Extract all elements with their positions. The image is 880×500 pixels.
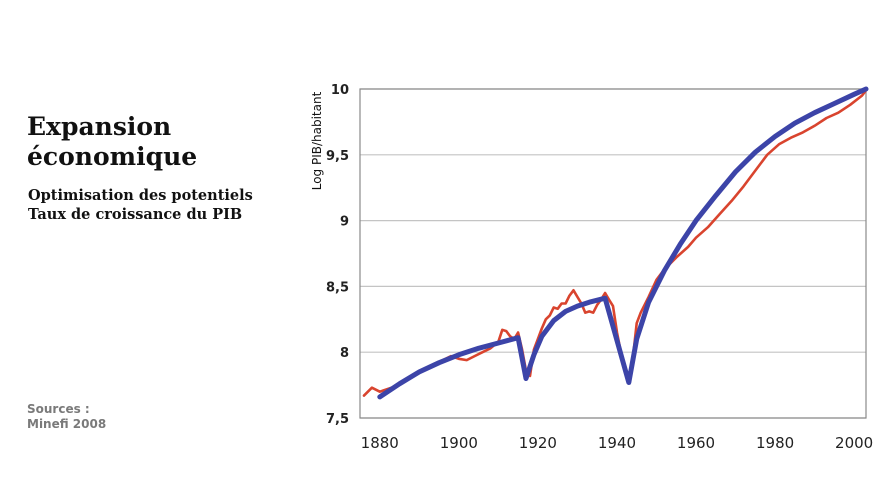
page-title: Expansion économique — [27, 112, 197, 172]
x-axis-ticks: 1880 1900 1920 1940 1960 1980 2000 — [361, 434, 874, 452]
x-tick-label: 1880 — [361, 434, 399, 452]
y-axis-ticks: 7,5 8 8,5 9 9,5 10 — [326, 83, 349, 427]
x-tick-label: 1900 — [440, 434, 478, 452]
observed-series-line — [362, 89, 868, 397]
page-title-line-1: Expansion — [27, 112, 172, 141]
y-axis-label: Log PIB/habitant — [310, 91, 324, 190]
page-title-line-2: économique — [27, 142, 198, 171]
x-tick-label: 1980 — [756, 434, 794, 452]
x-tick-label: 1940 — [598, 434, 636, 452]
y-tick-label: 8,5 — [326, 280, 349, 295]
y-tick-label: 7,5 — [326, 412, 349, 427]
y-tick-label: 9 — [340, 215, 349, 230]
y-tick-label: 8 — [340, 346, 349, 361]
plot-frame — [359, 88, 867, 419]
y-tick-label: 10 — [331, 83, 349, 98]
x-tick-label: 1920 — [519, 434, 557, 452]
sources-note: Sources : Minefi 2008 — [27, 402, 106, 432]
sources-value: Minefi 2008 — [27, 417, 107, 431]
page-subtitle: Optimisation des potentiels Taux de croi… — [28, 186, 253, 224]
subtitle-line-1: Optimisation des potentiels — [28, 187, 253, 204]
sources-label: Sources : — [27, 402, 90, 416]
subtitle-line-2: Taux de croissance du PIB — [28, 206, 243, 223]
y-tick-label: 9,5 — [326, 149, 349, 164]
trend-series-line — [377, 86, 869, 400]
x-tick-label: 2000 — [835, 434, 873, 452]
x-tick-label: 1960 — [677, 434, 715, 452]
chart-series — [362, 86, 869, 400]
